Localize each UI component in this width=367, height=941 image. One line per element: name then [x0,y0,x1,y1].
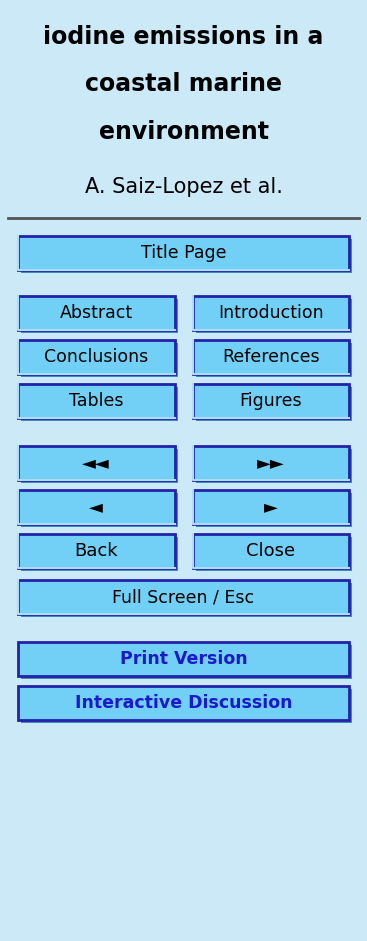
Bar [196,537,352,571]
Bar [196,387,352,421]
Bar [21,239,352,273]
Bar [18,446,174,480]
Bar [18,580,349,614]
Bar [18,642,349,676]
Text: ►►: ►► [257,454,285,472]
Bar [193,534,349,568]
Bar [18,340,174,374]
Text: ◄◄: ◄◄ [82,454,110,472]
Text: Tables: Tables [69,392,124,410]
Bar [18,490,174,524]
Bar [196,343,352,377]
Text: ◄: ◄ [89,498,103,516]
Text: iodine emissions in a: iodine emissions in a [43,25,324,49]
Text: Introduction: Introduction [218,304,324,322]
Text: References: References [222,348,320,366]
Bar [21,583,352,617]
Bar [196,299,352,333]
Text: coastal marine: coastal marine [85,72,282,96]
Bar [21,689,352,723]
Text: ►: ► [264,498,278,516]
Bar [18,296,174,330]
Bar [193,490,349,524]
Bar [196,449,352,483]
Bar [21,493,178,527]
Text: environment: environment [98,120,269,144]
Text: Print Version: Print Version [120,650,247,668]
Bar [193,446,349,480]
Text: Conclusions: Conclusions [44,348,148,366]
Text: Figures: Figures [239,392,302,410]
Bar [193,384,349,418]
Text: Back: Back [75,542,118,560]
Bar [21,343,178,377]
Bar [21,387,178,421]
Bar [21,299,178,333]
Bar [21,449,178,483]
Bar [193,340,349,374]
Bar [18,384,174,418]
Bar [21,537,178,571]
Text: Title Page: Title Page [141,244,226,262]
Text: Close: Close [246,542,295,560]
Text: A. Saiz-Lopez et al.: A. Saiz-Lopez et al. [84,177,283,197]
Bar [21,645,352,679]
Bar [18,236,349,270]
Text: Abstract: Abstract [60,304,133,322]
Bar [18,534,174,568]
Text: Interactive Discussion: Interactive Discussion [75,694,292,712]
Bar [196,493,352,527]
Text: Full Screen / Esc: Full Screen / Esc [112,588,255,606]
Bar [193,296,349,330]
Bar [18,686,349,720]
